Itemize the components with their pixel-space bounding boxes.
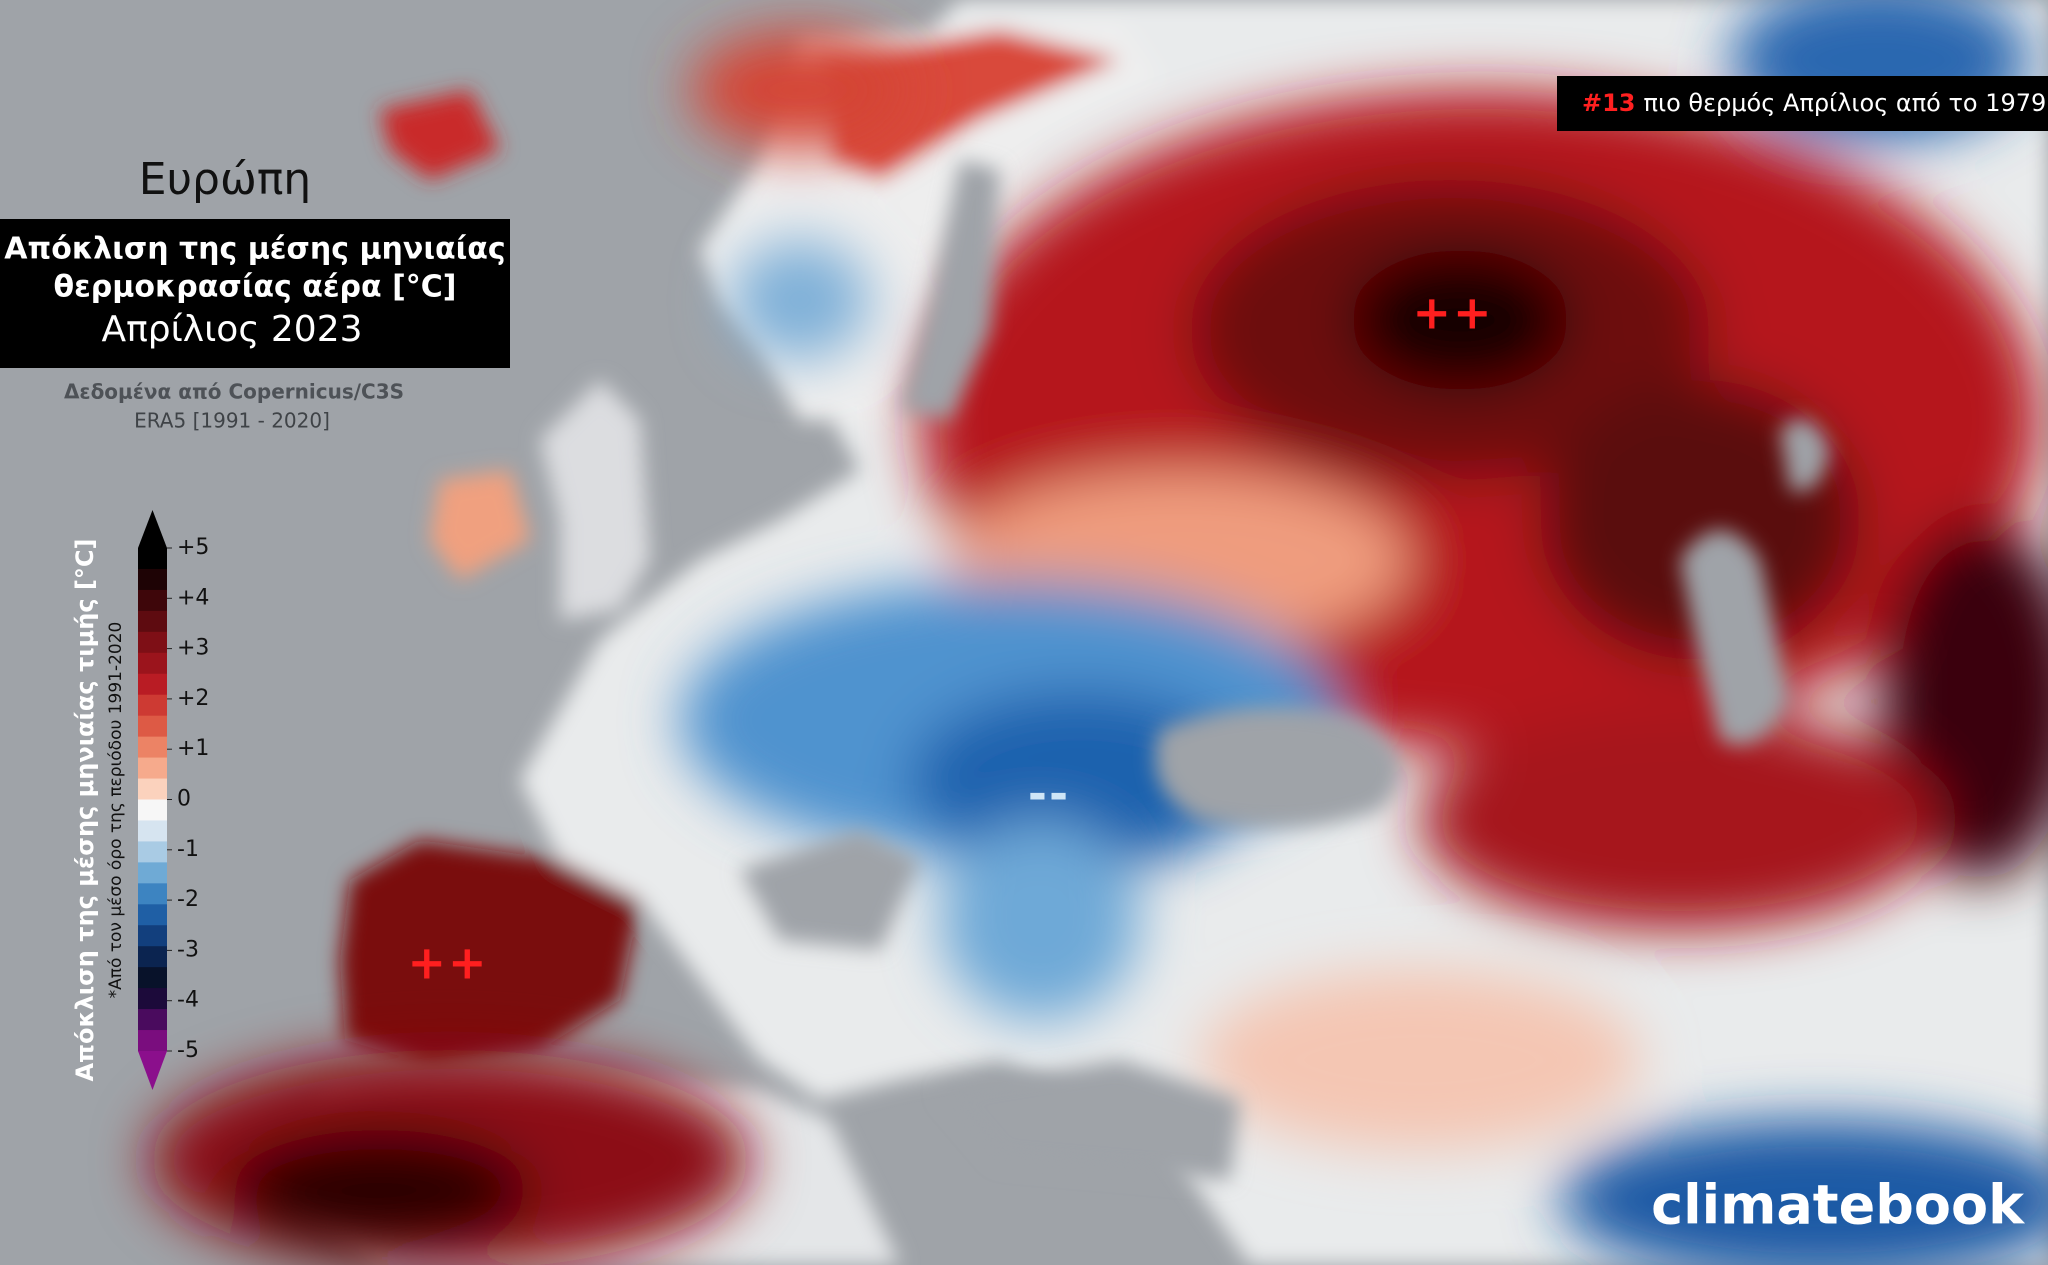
markers: ++ ++ -- [407,286,1493,990]
colorbar-segment [138,631,167,654]
colorbar-top-cap [138,510,167,548]
colorbar-segment [138,548,167,570]
colorbar-segment [138,925,167,947]
badge [1557,76,2048,131]
colorbar-segment [138,820,167,842]
colorbar-segment [138,610,167,633]
colorbar-segment [138,862,167,884]
colorbar-segment [138,988,167,1010]
colorbar-segment [138,967,167,989]
baseline: ERA5 [1991 - 2020] [134,409,330,433]
badge-rank: #13 [1582,89,1636,117]
badge-caption: πιο θερμός Απρίλιος από το 1979 [1644,89,2047,117]
period: Απρίλιος 2023 [101,309,362,350]
colorbar-title: Απόκλιση της μέσης μηνιαίας τιμής [°C] [71,538,99,1081]
colorbar-tick-label: +4 [177,585,209,610]
title-line: Απόκλιση της μέσης μηνιαίας [4,232,505,267]
colorbar-segment [138,589,167,612]
region-title: Ευρώπη [139,154,311,205]
colorbar-tick-label: +1 [177,736,209,761]
colorbar-segment [138,694,167,717]
colorbar-segment [138,736,167,759]
colorbar-segment [138,841,167,863]
colorbar-tick-label: 0 [177,787,191,812]
colorbar-tick-label: -3 [177,937,199,962]
colorbar-tick-label: -1 [177,837,199,862]
colorbar-tick-label: -5 [177,1038,199,1063]
colorbar-segment [138,652,167,675]
source: Δεδομένα από Copernicus/C3S [64,380,404,404]
colorbar-segment [138,778,167,800]
colorbar-segment [138,883,167,905]
badge-text: #13 πιο θερμός Απρίλιος από το 1979 [1582,89,2046,117]
anomaly-marker: ++ [407,936,488,990]
title-line: θερμοκρασίας αέρα [°C] [53,270,456,305]
colorbar-segment [138,799,167,821]
anomaly-field [150,0,2048,1265]
colorbar-tick-label: +2 [177,686,209,711]
colorbar-tick-label: +3 [177,636,209,661]
colorbar: +5 +4 +3 +2 +1 0 -1 -2 -3 -4 -5 [138,510,209,1090]
colorbar-segment [138,904,167,926]
colorbar-segment [138,568,167,591]
colorbar-bottom-cap [138,1051,167,1090]
colorbar-segment [138,757,167,780]
colorbar-segment [138,715,167,738]
title-box [0,219,510,368]
colorbar-segment [138,946,167,968]
colorbar-tick-label: -4 [177,988,199,1013]
colorbar-segment [138,1030,167,1052]
colorbar-segment [138,1009,167,1031]
colorbar-tick-label: +5 [177,535,209,560]
colorbar-tick-label: -2 [177,887,199,912]
anomaly-marker: -- [1028,767,1070,821]
brand: climatebook [1651,1174,2025,1237]
anomaly-marker: ++ [1412,286,1493,340]
colorbar-note: *Από τον μέσο όρο της περιόδου 1991-2020 [106,622,126,999]
colorbar-segment [138,673,167,696]
